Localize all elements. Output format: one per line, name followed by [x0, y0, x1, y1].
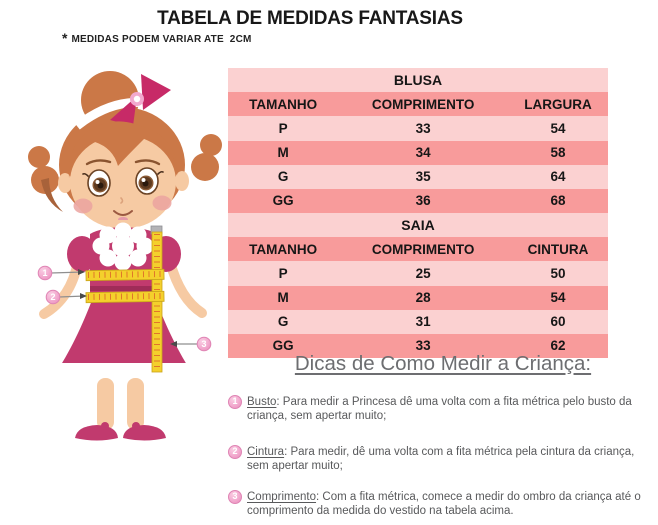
- svg-text:2: 2: [50, 292, 55, 302]
- girl-ear-left: [58, 173, 72, 193]
- tip-text: : Para medir, dê uma volta com a fita mé…: [247, 446, 635, 472]
- tip-item-comprimento: 3 Comprimento: Com a fita métrica, comec…: [228, 490, 650, 518]
- table-row: P 33 54: [228, 116, 608, 141]
- size-cell: G: [277, 314, 289, 330]
- table-section-saia: SAIA: [228, 213, 608, 238]
- girl-measurement-illustration: 1 2 3: [25, 62, 235, 452]
- size-cell: P: [278, 265, 288, 281]
- tip-item-cintura: 2 Cintura: Para medir, dê uma volta com …: [228, 445, 650, 473]
- value-cell: 33: [415, 338, 431, 354]
- girl-cheek-left: [73, 198, 93, 214]
- girl-skirt: [54, 300, 194, 381]
- measure-marker-1: 1: [37, 265, 53, 281]
- table-section-blusa: BLUSA: [228, 68, 608, 93]
- size-table: BLUSA TAMANHO COMPRIMENTO LARGURA P 33 5…: [228, 68, 608, 359]
- measuring-tape: [85, 225, 165, 373]
- svg-text:1: 1: [42, 268, 47, 278]
- tip-number-badge: 3: [228, 490, 242, 504]
- marker-arrowheads: [78, 269, 177, 347]
- value-cell: 50: [550, 265, 566, 281]
- value-cell: 33: [415, 120, 431, 136]
- col-header: COMPRIMENTO: [371, 241, 475, 257]
- table-row: G 35 64: [228, 164, 608, 189]
- asterisk-mark: *: [62, 30, 68, 46]
- size-cell: M: [277, 290, 289, 306]
- value-cell: 31: [415, 314, 431, 330]
- table-row: GG 33 62: [228, 333, 608, 359]
- col-header: COMPRIMENTO: [371, 96, 475, 112]
- svg-text:3: 3: [201, 339, 206, 349]
- table-row: GG 36 68: [228, 188, 608, 214]
- size-cell: GG: [272, 338, 294, 354]
- table-row: M 34 58: [228, 140, 608, 165]
- value-cell: 35: [415, 169, 431, 185]
- table-header-saia: TAMANHO COMPRIMENTO CINTURA: [228, 237, 608, 262]
- girl-cheek-right: [152, 195, 172, 211]
- tip-lead-word: Cintura: [247, 446, 285, 458]
- section-title: BLUSA: [393, 72, 443, 89]
- page-title: TABELA DE MEDIDAS FANTASIAS: [157, 8, 463, 29]
- size-cell: GG: [272, 193, 294, 209]
- girl-shoes: [75, 422, 166, 441]
- value-cell: 54: [550, 290, 566, 306]
- value-cell: 64: [550, 169, 566, 185]
- tip-number-badge: 2: [228, 445, 242, 459]
- table-row: M 28 54: [228, 285, 608, 310]
- headband: [74, 97, 167, 130]
- value-cell: 62: [550, 338, 566, 354]
- size-cell: P: [278, 120, 288, 136]
- value-cell: 68: [550, 193, 566, 209]
- value-cell: 60: [550, 314, 566, 330]
- measurement-disclaimer: * MEDIDAS PODEM VARIAR ATE 2CM: [62, 30, 252, 46]
- hair-bow: [110, 74, 171, 126]
- measure-marker-3: 3: [196, 336, 212, 352]
- girl-eye-right: [135, 167, 164, 195]
- value-cell: 36: [415, 193, 431, 209]
- girl-ear-right: [175, 171, 189, 191]
- disclaimer-text: MEDIDAS PODEM VARIAR ATE 2CM: [71, 34, 252, 45]
- girl-illustration-svg: 1 2 3: [28, 71, 222, 441]
- tip-text: : Para medir a Princesa dê uma volta com…: [247, 396, 632, 422]
- table-header-blusa: TAMANHO COMPRIMENTO LARGURA: [228, 92, 608, 117]
- section-title: SAIA: [401, 217, 435, 234]
- girl-eye-left: [82, 169, 111, 197]
- tips-heading: Dicas de Como Medir a Criança:: [294, 352, 592, 375]
- girl-legs: [97, 378, 144, 430]
- dress-collar: [92, 222, 154, 271]
- girl-mouth: [113, 210, 133, 216]
- col-header: CINTURA: [527, 241, 589, 257]
- value-cell: 28: [415, 290, 431, 306]
- size-cell: G: [277, 169, 289, 185]
- table-row: P 25 50: [228, 261, 608, 286]
- tip-lead-word: Comprimento: [247, 491, 317, 503]
- skirt-hem: [54, 363, 194, 381]
- col-header: TAMANHO: [249, 241, 318, 257]
- tip-text: : Com a fita métrica, comece a medir do …: [247, 491, 641, 517]
- col-header: TAMANHO: [249, 96, 318, 112]
- size-cell: M: [277, 145, 289, 161]
- col-header: LARGURA: [524, 96, 592, 112]
- value-cell: 58: [550, 145, 566, 161]
- girl-face: [68, 121, 178, 229]
- value-cell: 54: [550, 120, 566, 136]
- tip-lead-word: Busto: [247, 396, 277, 408]
- value-cell: 25: [415, 265, 431, 281]
- value-cell: 34: [415, 145, 431, 161]
- tip-number-badge: 1: [228, 395, 242, 409]
- tip-item-busto: 1 Busto: Para medir a Princesa dê uma vo…: [228, 395, 650, 423]
- table-row: G 31 60: [228, 309, 608, 334]
- measure-marker-2: 2: [45, 289, 61, 305]
